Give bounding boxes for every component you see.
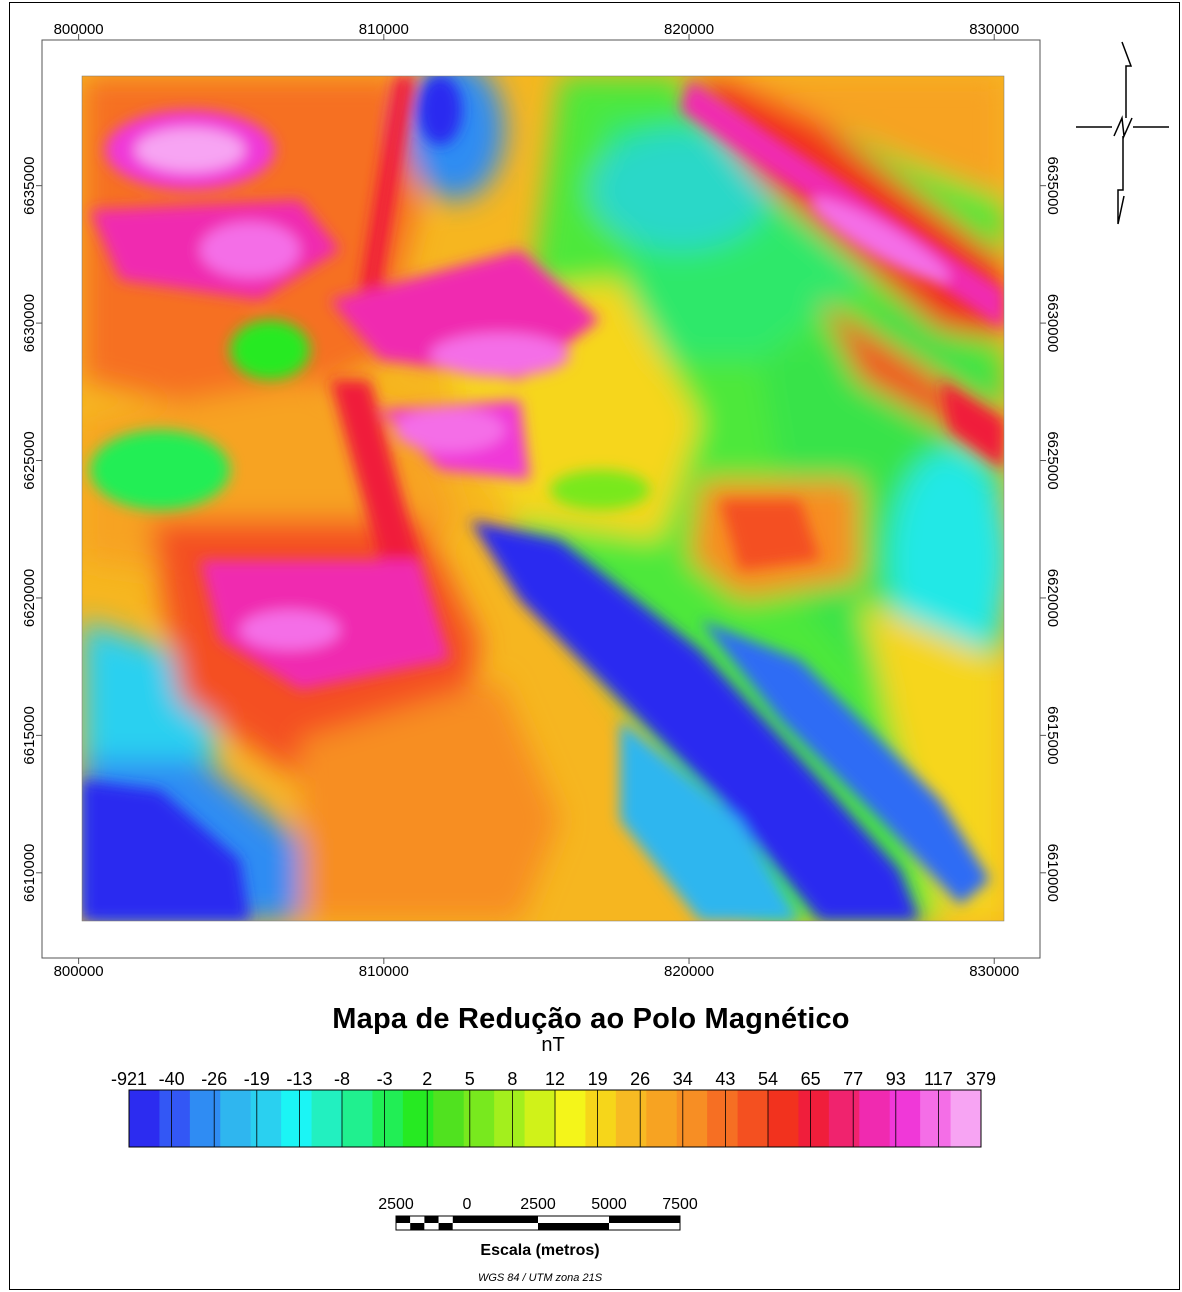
x-tick-label: 810000	[359, 963, 409, 980]
legend-swatch	[342, 1090, 373, 1147]
y-tick-label: 6630000	[21, 294, 38, 352]
legend-swatch	[281, 1090, 312, 1147]
y-tick-label: 6615000	[21, 706, 38, 764]
color-legend-labels: -921 -40 -26 -19 -13 -8 -3 2 5 8 12 19 26 34 43 54 65 77 9…	[111, 1069, 996, 1089]
legend-label: 117	[924, 1069, 953, 1089]
legend-swatch	[524, 1090, 556, 1147]
legend-label: 65	[801, 1069, 821, 1089]
north-arrow-icon	[1076, 41, 1169, 225]
y-tick-label: 6610000	[1044, 844, 1061, 902]
legend-swatch	[402, 1090, 434, 1147]
legend-swatch	[494, 1090, 525, 1147]
map-title: Mapa de Redução ao Polo Magnético	[332, 1003, 850, 1035]
legend-swatch	[220, 1090, 252, 1147]
legend-swatch	[129, 1090, 160, 1147]
scale-label: 2500	[378, 1196, 414, 1213]
y-tick-label: 6620000	[1044, 569, 1061, 627]
scale-label: 2500	[520, 1196, 556, 1213]
legend-label: -40	[159, 1069, 185, 1089]
coordinate-system: WGS 84 / UTM zona 21S	[477, 1272, 603, 1284]
legend-label: -3	[377, 1069, 393, 1089]
legend-unit: nT	[541, 1034, 565, 1056]
scale-title: Escala (metros)	[480, 1242, 600, 1259]
x-tick-label: 820000	[664, 963, 714, 980]
x-axis-bottom: 800000 810000 820000 830000	[54, 958, 1019, 980]
legend-swatch	[676, 1090, 708, 1147]
legend-swatch	[555, 1090, 586, 1147]
color-legend	[128, 1089, 982, 1148]
y-tick-label: 6635000	[21, 156, 38, 214]
legend-label: 2	[422, 1069, 432, 1089]
legend-label: 43	[715, 1069, 735, 1089]
legend-label: 5	[465, 1069, 475, 1089]
x-tick-label: 800000	[54, 21, 104, 38]
legend-label: -13	[286, 1069, 312, 1089]
y-tick-label: 6615000	[1044, 706, 1061, 764]
x-tick-label: 830000	[969, 963, 1019, 980]
scale-label: 7500	[662, 1196, 698, 1213]
y-tick-label: 6610000	[21, 844, 38, 902]
legend-label: -19	[244, 1069, 270, 1089]
legend-label: 26	[630, 1069, 650, 1089]
legend-swatch	[372, 1090, 404, 1147]
legend-label: -921	[111, 1069, 147, 1089]
legend-swatch	[768, 1090, 799, 1147]
x-tick-label: 810000	[359, 21, 409, 38]
legend-swatch	[159, 1090, 191, 1147]
y-tick-label: 6635000	[1044, 156, 1061, 214]
scale-label: 5000	[591, 1196, 627, 1213]
scale-bar: 2500 0 2500 5000 7500	[378, 1196, 698, 1231]
y-tick-label: 6630000	[1044, 294, 1061, 352]
y-tick-label: 6620000	[21, 569, 38, 627]
legend-swatch	[737, 1090, 769, 1147]
x-tick-label: 820000	[664, 21, 714, 38]
legend-label: 77	[843, 1069, 863, 1089]
legend-swatch	[920, 1090, 951, 1147]
legend-swatch	[950, 1090, 982, 1147]
legend-swatch	[646, 1090, 678, 1147]
legend-label: 12	[545, 1069, 565, 1089]
y-tick-label: 6625000	[1044, 431, 1061, 489]
legend-label: 54	[758, 1069, 778, 1089]
legend-label: 8	[507, 1069, 517, 1089]
x-tick-label: 830000	[969, 21, 1019, 38]
x-axis-top: 800000 810000 820000 830000	[54, 21, 1019, 40]
legend-swatch	[311, 1090, 343, 1147]
y-axis-right: 6635000 6630000 6625000 6620000 6615000 66100…	[1040, 156, 1061, 902]
legend-swatch	[707, 1090, 738, 1147]
legend-label: 379	[966, 1069, 996, 1089]
legend-swatch	[433, 1090, 465, 1147]
legend-swatch	[250, 1090, 282, 1147]
x-tick-label: 800000	[54, 963, 104, 980]
legend-label: 19	[588, 1069, 608, 1089]
legend-swatch	[889, 1090, 921, 1147]
legend-label: -8	[334, 1069, 350, 1089]
y-tick-label: 6625000	[21, 431, 38, 489]
legend-swatch	[585, 1090, 617, 1147]
scale-label: 0	[463, 1196, 472, 1213]
legend-swatch	[615, 1090, 647, 1147]
legend-swatch	[463, 1090, 495, 1147]
legend-label: 93	[886, 1069, 906, 1089]
anomaly-raster	[82, 76, 1004, 921]
legend-swatch	[189, 1090, 221, 1147]
legend-label: -26	[201, 1069, 227, 1089]
legend-swatch	[859, 1090, 891, 1147]
map-frame	[9, 2, 1180, 1290]
y-axis-left: 6635000 6630000 6625000 6620000 6615000 66100…	[21, 156, 42, 902]
legend-swatch	[798, 1090, 830, 1147]
legend-swatch	[828, 1090, 860, 1147]
legend-label: 34	[673, 1069, 693, 1089]
